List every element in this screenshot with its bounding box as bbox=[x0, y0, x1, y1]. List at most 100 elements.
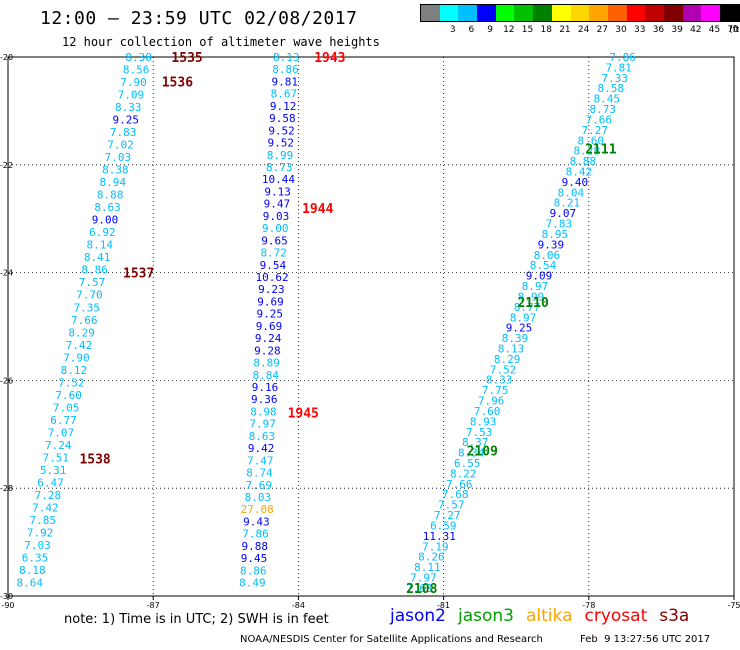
wave-height-label: 7.97 bbox=[410, 572, 437, 585]
wave-height-label: 7.81 bbox=[605, 61, 632, 74]
wave-height-label: 8.49 bbox=[239, 577, 266, 590]
wave-height-label: 8.29 bbox=[68, 326, 95, 339]
wave-height-label: 8.28 bbox=[574, 145, 601, 158]
wave-height-label: 9.69 bbox=[257, 295, 284, 308]
time-label: 1537 bbox=[123, 267, 154, 282]
wave-height-label: 7.92 bbox=[27, 526, 54, 539]
wave-height-label: 7.09 bbox=[118, 89, 145, 102]
wave-height-label: 9.69 bbox=[256, 320, 283, 333]
wave-height-label: 7.86 bbox=[242, 528, 269, 541]
wave-height-label: 8.97 bbox=[522, 280, 549, 293]
y-tick-label: -22 bbox=[0, 161, 13, 170]
scale-label: 21 bbox=[559, 25, 571, 35]
wave-height-label: 8.42 bbox=[566, 166, 593, 179]
wave-height-label: 7.27 bbox=[582, 124, 609, 137]
wave-height-label: 8.60 bbox=[578, 134, 605, 147]
scale-swatch bbox=[551, 5, 571, 21]
wave-height-label: 6.35 bbox=[22, 552, 49, 565]
wave-height-label: 8.54 bbox=[530, 259, 557, 272]
grid-layer bbox=[8, 57, 734, 596]
track-2: 8.138.869.818.679.129.589.529.528.998.73… bbox=[239, 51, 299, 590]
wave-height-label: 8.58 bbox=[597, 82, 624, 95]
wave-height-label: 8.34 bbox=[458, 447, 485, 460]
wave-height-label: 8.14 bbox=[87, 239, 114, 252]
satellite-cryosat: cryosat bbox=[584, 606, 648, 626]
wave-height-label: 8.26 bbox=[418, 551, 445, 564]
wave-height-label: 8.22 bbox=[450, 467, 477, 480]
scale-swatch bbox=[682, 5, 702, 21]
wave-height-label: 7.28 bbox=[35, 489, 62, 502]
wave-height-label: 7.07 bbox=[48, 426, 75, 439]
wave-height-label: 9.25 bbox=[112, 114, 139, 127]
wave-height-label: 8.21 bbox=[554, 197, 581, 210]
wave-height-label: 9.00 bbox=[262, 222, 289, 235]
wave-height-label: 9.24 bbox=[255, 332, 282, 345]
chart-note: note: 1) Time is in UTC; 2) SWH is in fe… bbox=[64, 612, 329, 627]
satellite-altika: altika bbox=[526, 606, 573, 626]
wave-height-label: 8.33 bbox=[486, 374, 513, 387]
time-label: 1944 bbox=[302, 202, 333, 217]
wave-height-label: 8.39 bbox=[502, 332, 529, 345]
wave-height-label: 9.13 bbox=[264, 185, 291, 198]
wave-height-label: 8.06 bbox=[534, 249, 561, 262]
scale-label: 15 bbox=[521, 25, 534, 35]
wave-height-label: 8.03 bbox=[245, 491, 272, 504]
wave-height-label: 9.16 bbox=[252, 381, 279, 394]
time-label: 2110 bbox=[517, 296, 548, 311]
scale-swatch bbox=[514, 5, 534, 21]
wave-height-label: 9.12 bbox=[270, 100, 297, 113]
wave-height-label: 8.04 bbox=[558, 186, 585, 199]
wave-height-label: 7.02 bbox=[107, 139, 134, 152]
wave-height-label: 10.62 bbox=[256, 271, 289, 284]
wave-height-label: 9.09 bbox=[526, 270, 553, 283]
wave-height-label: 7.69 bbox=[245, 479, 272, 492]
x-tick-label: -84 bbox=[292, 601, 305, 610]
wave-height-label: 8.63 bbox=[249, 430, 276, 443]
wave-height-label: 8.74 bbox=[246, 467, 273, 480]
wave-height-label: 8.64 bbox=[17, 577, 44, 590]
wave-height-label: 7.75 bbox=[482, 384, 509, 397]
scale-swatch bbox=[720, 5, 739, 21]
wave-height-label: 8.99 bbox=[267, 149, 294, 162]
wave-height-label: 7.51 bbox=[42, 451, 69, 464]
wave-height-label: 7.70 bbox=[76, 289, 103, 302]
wave-height-label: 8.86 bbox=[240, 564, 267, 577]
scale-label: 39 bbox=[671, 25, 683, 35]
x-tick-label: -78 bbox=[582, 601, 595, 610]
scale-label: 27 bbox=[596, 25, 609, 35]
scale-label: 24 bbox=[577, 25, 590, 35]
wave-height-label: 8.99 bbox=[518, 290, 545, 303]
wave-height-label: 8.86 bbox=[81, 264, 108, 277]
chart-subtitle: 12 hour collection of altimeter wave hei… bbox=[62, 35, 380, 49]
wave-height-label: 8.73 bbox=[590, 103, 617, 116]
wave-height-label: 11.31 bbox=[423, 530, 456, 543]
wave-height-label: 8.77 bbox=[514, 301, 541, 314]
wave-height-label: 9.36 bbox=[251, 393, 278, 406]
scale-swatch bbox=[663, 5, 683, 21]
wave-height-label: 7.63 bbox=[406, 582, 433, 595]
wave-height-label: 8.95 bbox=[542, 228, 569, 241]
y-tick-label: -28 bbox=[0, 484, 13, 493]
wave-height-label: 9.07 bbox=[550, 207, 577, 220]
wave-height-label: 7.42 bbox=[66, 339, 93, 352]
wave-height-label: 7.53 bbox=[466, 426, 493, 439]
wave-height-label: 8.67 bbox=[271, 88, 298, 101]
scale-swatch bbox=[645, 5, 664, 21]
wave-height-label: 8.38 bbox=[102, 164, 129, 177]
wave-height-label: 7.97 bbox=[249, 418, 276, 431]
x-tick-label: -90 bbox=[1, 601, 14, 610]
wave-height-label: 7.03 bbox=[24, 539, 51, 552]
wave-height-label: 8.94 bbox=[100, 176, 127, 189]
satellite-legend: jason2 jason3 altika cryosat s3a bbox=[390, 606, 701, 626]
wave-height-label: 7.05 bbox=[53, 401, 80, 414]
wave-height-label: 7.33 bbox=[601, 72, 628, 85]
wave-height-label: 8.63 bbox=[94, 201, 121, 214]
wave-height-label: 9.58 bbox=[269, 112, 296, 125]
wave-height-label: 8.37 bbox=[462, 436, 489, 449]
wave-height-label: 7.60 bbox=[55, 389, 82, 402]
axis-layer: -90 -87 -84 -81 -78 -75 -20 -22 -24 -26 -28 -30 bbox=[0, 53, 740, 610]
scale-label: 18 bbox=[540, 25, 552, 35]
wave-height-label: 9.52 bbox=[268, 137, 295, 150]
wave-height-label: 7.85 bbox=[29, 514, 56, 527]
